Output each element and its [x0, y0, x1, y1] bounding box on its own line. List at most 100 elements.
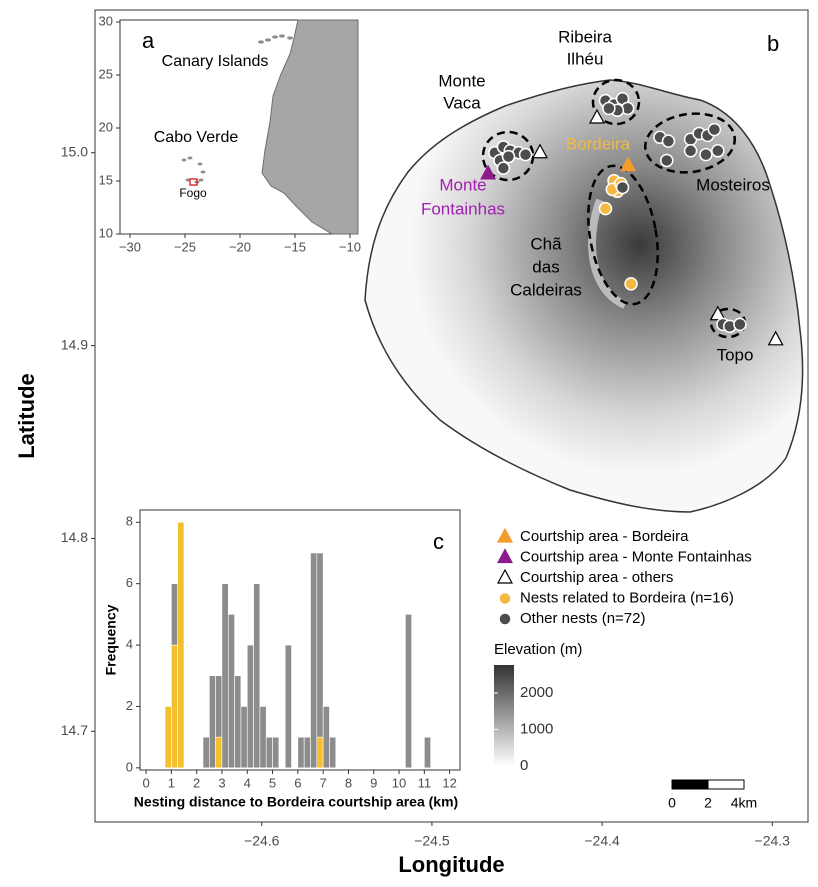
- point: [499, 613, 511, 625]
- y-tick-label: 10: [99, 225, 113, 240]
- island-small: [198, 163, 203, 166]
- island-small: [279, 34, 285, 37]
- y-tick-label: 0: [126, 759, 133, 774]
- hist-bar: [222, 584, 228, 768]
- annotation: Bordeira: [566, 134, 631, 153]
- legend-label: Other nests (n=72): [520, 610, 645, 627]
- annotation: Topo: [717, 345, 754, 364]
- x-tick-label: 3: [218, 775, 225, 790]
- x-tick-label: −24.5: [414, 833, 450, 849]
- hist-bar: [266, 737, 272, 768]
- x-tick-label: 0: [142, 775, 149, 790]
- y-tick-label: 30: [99, 13, 113, 28]
- scalebar-label: 0: [668, 795, 676, 811]
- hist-bar: [241, 706, 247, 767]
- point: [499, 593, 511, 605]
- x-tick-label: 11: [418, 775, 432, 790]
- hist-bar: [317, 553, 323, 737]
- y-tick-label: 20: [99, 119, 113, 134]
- x-tick-label: −30: [119, 239, 141, 254]
- island-small: [258, 40, 264, 43]
- hist-bar: [171, 645, 177, 768]
- point: [661, 154, 673, 166]
- island-small: [287, 36, 293, 39]
- x-tick-label: 5: [269, 775, 276, 790]
- colorbar-tick-label: 1000: [520, 721, 553, 738]
- point: [700, 149, 712, 161]
- x-tick-label: 7: [320, 775, 327, 790]
- annotation: Ilhéu: [567, 49, 604, 68]
- x-tick-label: 12: [442, 775, 456, 790]
- point: [503, 151, 515, 163]
- hist-bar: [216, 737, 222, 768]
- colorbar-title: Elevation (m): [494, 641, 582, 658]
- hist-bar: [405, 614, 411, 767]
- y-axis-title: Latitude: [14, 373, 39, 459]
- island-small: [272, 35, 278, 38]
- hist-bar: [165, 706, 171, 767]
- hist-background: [140, 510, 460, 770]
- island-small: [182, 159, 187, 162]
- colorbar-tick-label: 0: [520, 757, 528, 774]
- point: [685, 145, 697, 157]
- hist-bar: [171, 584, 177, 645]
- panel-label: a: [142, 28, 155, 53]
- hist-bar: [298, 737, 304, 768]
- hist-bar: [260, 706, 266, 767]
- annotation: Ribeira: [558, 27, 612, 46]
- y-tick-label: 4: [126, 637, 133, 652]
- legend-label: Courtship area - Monte Fontainhas: [520, 548, 752, 565]
- hist-bar: [235, 676, 241, 768]
- point: [734, 318, 746, 330]
- annotation: Cabo Verde: [154, 129, 239, 146]
- y-axis-title: Frequency: [103, 604, 119, 675]
- legend-label: Courtship area - Bordeira: [520, 528, 689, 545]
- y-tick-label: 14.9: [61, 336, 88, 352]
- x-tick-label: 4: [244, 775, 251, 790]
- hist-bar: [254, 584, 260, 768]
- point: [708, 124, 720, 136]
- hist-bar: [216, 676, 222, 737]
- annotation: Vaca: [443, 93, 481, 112]
- scalebar-black: [672, 780, 708, 789]
- x-tick-label: 2: [193, 775, 200, 790]
- annotation: Fontainhas: [421, 199, 505, 218]
- y-tick-label: 15: [99, 172, 113, 187]
- hist-bar: [273, 737, 279, 768]
- island-small: [265, 38, 271, 41]
- point: [712, 145, 724, 157]
- x-tick-label: −20: [229, 239, 251, 254]
- x-tick-label: −24.6: [244, 833, 280, 849]
- colorbar: [494, 665, 514, 766]
- legend-label: Courtship area - others: [520, 569, 673, 586]
- figure: −30−25−20−15−101015202530Canary IslandsC…: [0, 0, 818, 882]
- annotation: Caldeiras: [510, 280, 582, 299]
- island-small: [201, 171, 206, 174]
- x-tick-label: −24.4: [584, 833, 620, 849]
- annotation: Monte: [439, 175, 486, 194]
- island-small: [199, 179, 204, 182]
- hist-bar: [203, 737, 209, 768]
- x-axis-title: Nesting distance to Bordeira courtship a…: [134, 794, 458, 810]
- legend-label: Nests related to Bordeira (n=16): [520, 589, 734, 606]
- x-tick-label: 6: [294, 775, 301, 790]
- x-axis-title: Longitude: [398, 852, 504, 877]
- point: [520, 149, 532, 161]
- hist-bar: [424, 737, 430, 768]
- hist-bar: [209, 676, 215, 768]
- annotation: Fogo: [179, 186, 207, 200]
- point: [617, 181, 629, 193]
- panel-label: b: [767, 31, 779, 56]
- hist-bar: [323, 706, 329, 767]
- x-tick-label: −25: [174, 239, 196, 254]
- x-tick-label: 1: [168, 775, 175, 790]
- y-tick-label: 2: [126, 698, 133, 713]
- point: [625, 278, 637, 290]
- y-tick-label: 15.0: [61, 143, 88, 159]
- annotation: Mosteiros: [696, 175, 770, 194]
- colorbar-tick-label: 2000: [520, 684, 553, 701]
- x-tick-label: 10: [392, 775, 406, 790]
- y-tick-label: 14.8: [61, 529, 88, 545]
- hist-bar: [310, 553, 316, 768]
- panel-label: c: [433, 529, 444, 554]
